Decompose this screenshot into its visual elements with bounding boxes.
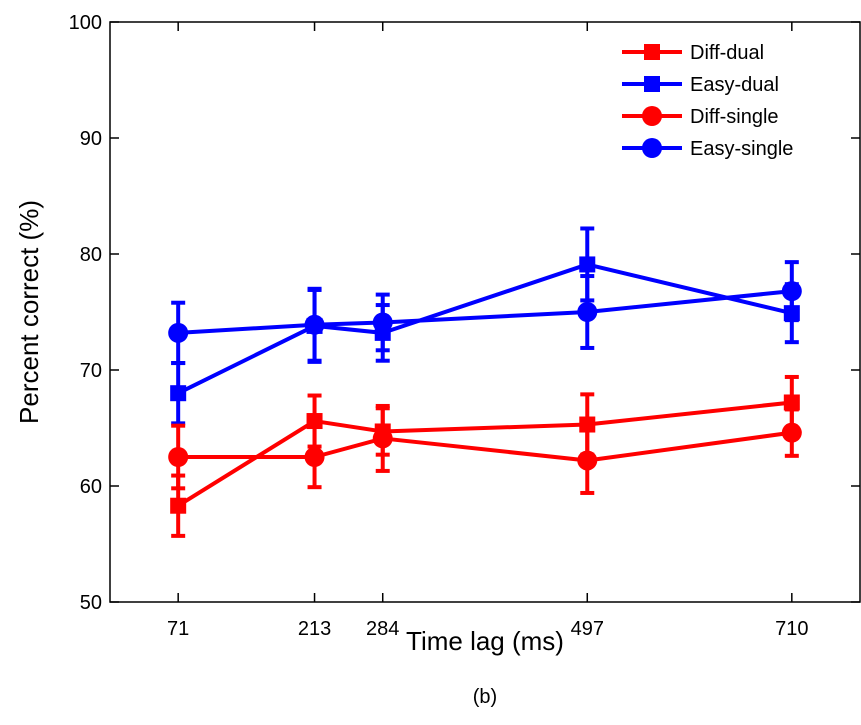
series-diff-single [168,406,802,493]
legend-label: Diff-single [690,106,779,128]
legend-label: Diff-dual [690,42,764,64]
y-axis-label: Percent correct (%) [14,200,44,424]
y-tick-label: 60 [80,476,102,498]
x-tick-label: 71 [167,618,189,640]
legend: Diff-dual Easy-dual Diff-single Easy-single [622,42,793,160]
plot-area [168,228,802,535]
data-point [170,385,186,401]
data-point [168,447,188,467]
data-point [305,315,325,335]
data-point [579,256,595,272]
x-tick-label: 213 [298,618,331,640]
legend-marker [644,44,660,60]
legend-marker [642,138,662,158]
legend-marker [644,76,660,92]
legend-item-diff-dual: Diff-dual [622,42,764,64]
y-tick-label: 90 [80,128,102,150]
y-tick-label: 80 [80,244,102,266]
legend-item-easy-single: Easy-single [622,138,793,160]
y-tick-label: 100 [69,12,102,34]
x-tick-label: 710 [775,618,808,640]
data-point [373,428,393,448]
legend-item-diff-single: Diff-single [622,106,779,128]
legend-label: Easy-dual [690,74,779,96]
legend-item-easy-dual: Easy-dual [622,74,779,96]
x-tick-label: 284 [366,618,399,640]
x-tick-label: 497 [571,618,604,640]
legend-label: Easy-single [690,138,793,160]
figure-caption: (b) [473,686,497,708]
data-point [577,302,597,322]
series-line [178,402,792,505]
data-point [170,498,186,514]
data-point [782,423,802,443]
data-point [168,323,188,343]
y-tick-label: 50 [80,592,102,614]
data-point [577,450,597,470]
y-tick-label: 70 [80,360,102,382]
data-point [305,447,325,467]
series-easy-single [168,262,802,363]
data-point [373,312,393,332]
data-point [782,281,802,301]
legend-marker [642,106,662,126]
x-axis-label: Time lag (ms) [406,626,564,656]
